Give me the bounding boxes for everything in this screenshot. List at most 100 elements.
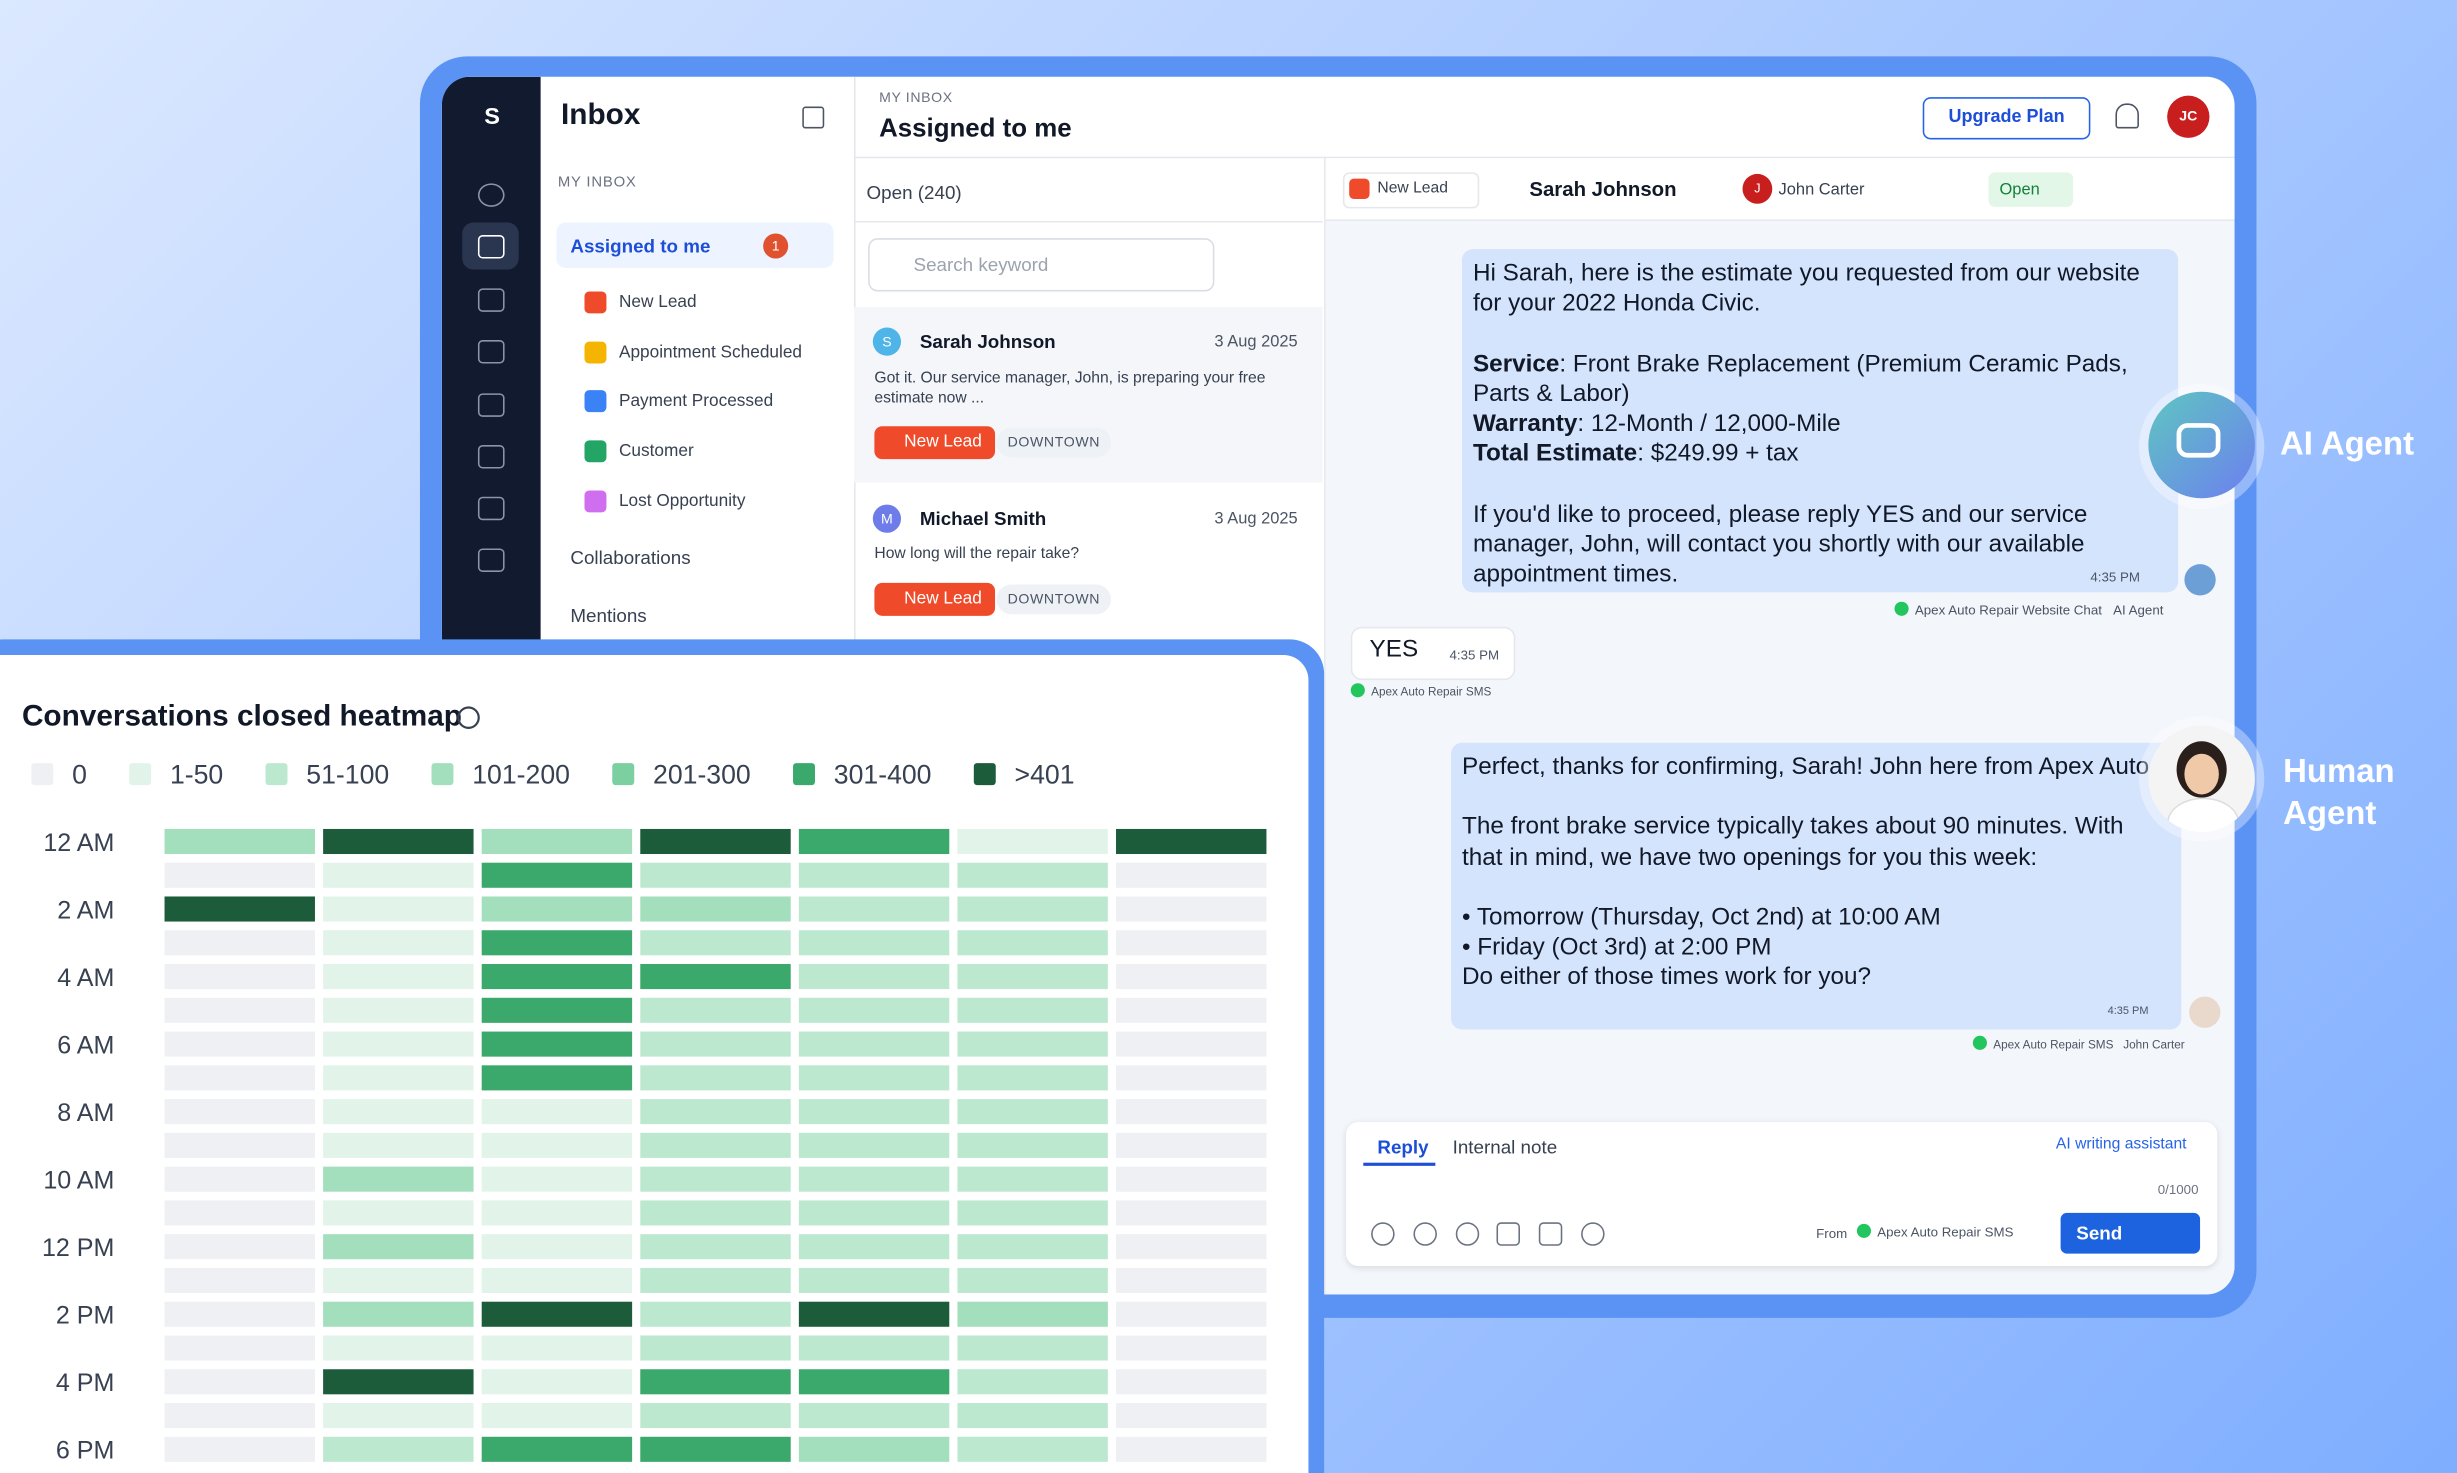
tool-icon[interactable] bbox=[1455, 1222, 1480, 1246]
tool-icon[interactable] bbox=[1581, 1222, 1605, 1246]
heatmap-cell bbox=[798, 1166, 950, 1192]
tool-icon[interactable] bbox=[1538, 1222, 1563, 1246]
agent-avatar bbox=[2189, 996, 2221, 1028]
message-time: 4:35 PM bbox=[2090, 568, 2140, 585]
legend-label: 301-400 bbox=[834, 760, 932, 790]
tag-item[interactable]: Payment Processed bbox=[618, 391, 774, 411]
heatmap-cell bbox=[164, 997, 315, 1023]
heatmap-cell bbox=[640, 896, 791, 922]
heatmap-cell bbox=[798, 862, 950, 888]
heatmap-cell bbox=[798, 1436, 950, 1462]
nav-icon[interactable] bbox=[477, 548, 505, 572]
count-badge: 1 bbox=[763, 233, 789, 259]
preview: How long will the repair take? bbox=[874, 545, 1080, 563]
heatmap-cell bbox=[164, 1436, 315, 1462]
nav-icon[interactable] bbox=[477, 288, 505, 312]
list-filter[interactable]: Open (240) bbox=[866, 181, 962, 204]
detail-text: : 12-Month / 12,000-Mile bbox=[1577, 410, 1841, 438]
nav-icon[interactable] bbox=[477, 393, 505, 417]
heatmap-cell bbox=[798, 1065, 950, 1091]
bullet: • Tomorrow (Thursday, Oct 2nd) at 10:00 … bbox=[1462, 904, 1941, 931]
bullet: • Friday (Oct 3rd) at 2:00 PM bbox=[1462, 934, 1772, 961]
date: 3 Aug 2025 bbox=[1214, 509, 1298, 529]
heatmap-cell bbox=[164, 1403, 315, 1429]
search-box[interactable] bbox=[868, 238, 1215, 292]
tool-icon[interactable] bbox=[1413, 1222, 1437, 1246]
legend-label: 0 bbox=[72, 760, 87, 790]
upgrade-button[interactable]: Upgrade Plan bbox=[1922, 97, 2091, 140]
message-meta: Apex Auto Repair SMS bbox=[1350, 683, 1491, 699]
nav-link[interactable]: Mentions bbox=[570, 604, 647, 627]
send-label: Send bbox=[2076, 1222, 2123, 1245]
channel-select[interactable]: Apex Auto Repair SMS bbox=[1856, 1223, 2014, 1240]
nav-icon[interactable] bbox=[477, 496, 505, 521]
message-sender: AI Agent bbox=[2113, 601, 2164, 618]
message-source: Apex Auto Repair Website Chat bbox=[1914, 601, 2102, 618]
heatmap-cell bbox=[640, 828, 791, 855]
collapse-icon[interactable] bbox=[802, 106, 825, 129]
ai-assistant[interactable]: AI writing assistant bbox=[2055, 1136, 2187, 1154]
detail-text: : $249.99 + tax bbox=[1637, 440, 1799, 468]
heatmap-cell bbox=[1116, 1301, 1267, 1327]
heatmap-cell bbox=[323, 1132, 474, 1158]
send-button[interactable] bbox=[2060, 1212, 2201, 1254]
heatmap-cell bbox=[164, 1200, 315, 1226]
user-avatar[interactable]: JC bbox=[2167, 95, 2210, 138]
assigned-link[interactable]: Assigned to me bbox=[570, 235, 711, 257]
heatmap-cell bbox=[957, 1301, 1108, 1327]
heatmap-cell bbox=[164, 1166, 315, 1192]
tag-item[interactable]: New Lead bbox=[618, 293, 697, 312]
tab[interactable]: Internal note bbox=[1452, 1136, 1558, 1159]
channel: Apex Auto Repair SMS bbox=[1877, 1223, 2014, 1240]
heatmap-cell bbox=[957, 964, 1108, 990]
status-chip[interactable] bbox=[1988, 172, 2074, 207]
from-label: From bbox=[1816, 1225, 1848, 1242]
tool-icon[interactable] bbox=[1496, 1222, 1520, 1246]
heatmap-cell bbox=[957, 1031, 1108, 1057]
heatmap-cell bbox=[164, 828, 315, 855]
tag-item[interactable]: Appointment Scheduled bbox=[618, 343, 803, 362]
chat-tag: New Lead bbox=[1377, 180, 1448, 198]
nav-icon[interactable] bbox=[477, 183, 505, 207]
legend-label: 201-300 bbox=[653, 760, 751, 790]
nav-link[interactable]: Collaborations bbox=[570, 546, 691, 569]
bell-icon[interactable] bbox=[2115, 103, 2139, 129]
tag-item[interactable]: Lost Opportunity bbox=[618, 492, 746, 511]
heatmap-cell bbox=[481, 1200, 633, 1226]
heatmap-cell bbox=[323, 1166, 474, 1192]
detail-line: Total Estimate: $249.99 + tax bbox=[1473, 439, 2167, 469]
row-label: 10 AM bbox=[43, 1167, 114, 1195]
legend-swatch bbox=[973, 763, 996, 786]
tool-icon[interactable] bbox=[1371, 1222, 1395, 1246]
heatmap-cell bbox=[323, 1099, 474, 1125]
heatmap-cell bbox=[1116, 997, 1267, 1023]
heatmap-cell bbox=[798, 896, 950, 922]
heatmap-cell bbox=[957, 896, 1108, 922]
divider bbox=[1324, 156, 1326, 1295]
heatmap-cell bbox=[798, 1200, 950, 1226]
nav-icon[interactable] bbox=[477, 340, 505, 364]
heatmap-cell bbox=[640, 1132, 791, 1158]
page-title: Assigned to me bbox=[879, 114, 1072, 143]
heatmap-cell bbox=[957, 930, 1108, 956]
assignee[interactable]: John Carter bbox=[1778, 180, 1865, 200]
heatmap-cell bbox=[957, 1267, 1108, 1294]
heatmap-cell bbox=[481, 896, 633, 922]
tag-chip[interactable] bbox=[1342, 172, 1480, 209]
heatmap-cell bbox=[1116, 896, 1267, 922]
row-label: 4 AM bbox=[57, 964, 114, 992]
tab[interactable]: Reply bbox=[1377, 1136, 1429, 1159]
nav-icon[interactable] bbox=[477, 235, 505, 259]
tag-item[interactable]: Customer bbox=[618, 441, 694, 461]
heatmap-cell bbox=[481, 1132, 633, 1158]
heatmap-cell bbox=[640, 1335, 791, 1361]
heatmap-cell bbox=[798, 1099, 950, 1125]
heatmap-cell bbox=[798, 964, 950, 990]
heatmap-cell bbox=[957, 1166, 1108, 1192]
heatmap-cell bbox=[798, 1369, 950, 1395]
heatmap-cell bbox=[798, 1403, 950, 1429]
heatmap-cell bbox=[481, 1369, 633, 1395]
heatmap-cell bbox=[798, 1234, 950, 1260]
nav-icon[interactable] bbox=[477, 445, 505, 469]
heatmap-cell bbox=[323, 828, 474, 855]
